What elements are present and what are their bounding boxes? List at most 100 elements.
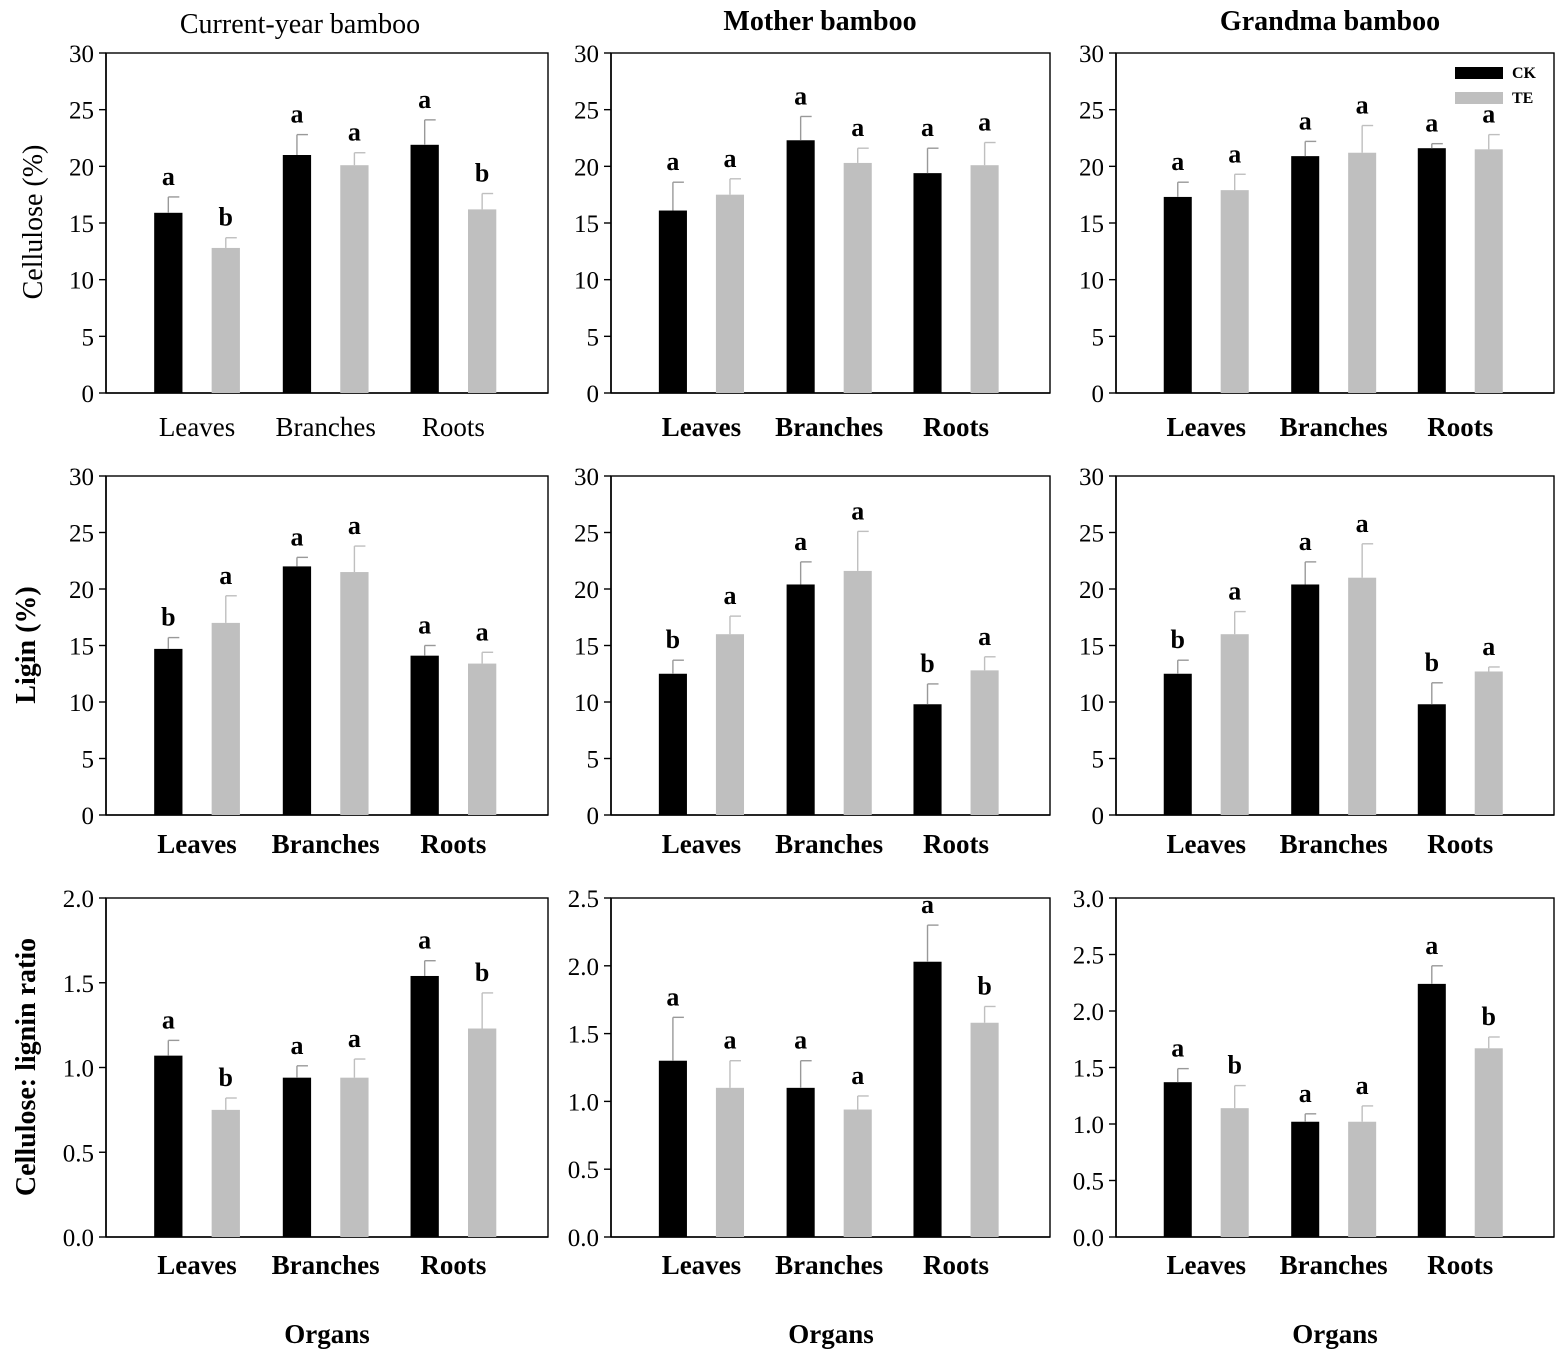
- significance-letter-ck-roots: a: [418, 85, 431, 114]
- bar-ck-branches: [282, 155, 312, 393]
- bar-te-roots: [970, 1022, 999, 1237]
- column-title-current-year: Current-year bamboo: [180, 9, 420, 40]
- significance-letter-te-leaves: a: [723, 581, 736, 610]
- panel-r2-c0: 0.0 0.5 1.0 1.5 2.0 Leaves Branches Roots a a a b a b: [63, 886, 549, 1280]
- significance-letter-te-leaves: a: [1228, 577, 1241, 606]
- y-tick-label: 5: [1092, 324, 1105, 351]
- bar-te-branches: [843, 570, 872, 815]
- y-tick-label: 0.0: [1073, 1225, 1104, 1252]
- significance-letter-ck-roots: a: [1425, 109, 1438, 138]
- significance-letter-te-roots: b: [475, 958, 489, 987]
- y-tick-label: 0: [82, 803, 95, 830]
- significance-letter-te-leaves: a: [219, 561, 232, 590]
- y-tick-label: 0: [587, 381, 600, 408]
- significance-letter-te-roots: b: [1482, 1002, 1496, 1031]
- significance-letter-ck-leaves: b: [1171, 625, 1185, 654]
- xlabel-organs-col3: Organs: [1292, 1319, 1378, 1349]
- bar-te-leaves: [211, 622, 240, 815]
- y-tick-label: 2.0: [568, 954, 599, 981]
- y-tick-label: 10: [574, 268, 599, 295]
- y-tick-label: 5: [1092, 747, 1105, 774]
- significance-letter-te-roots: a: [978, 622, 991, 651]
- significance-letter-te-leaves: a: [723, 144, 736, 173]
- y-tick-label: 15: [1079, 211, 1104, 238]
- y-tick-label: 20: [69, 577, 94, 604]
- y-tick-label: 25: [69, 521, 94, 548]
- y-tick-label: 20: [1079, 577, 1104, 604]
- significance-letter-ck-branches: a: [794, 1026, 807, 1055]
- significance-letter-ck-leaves: a: [666, 982, 679, 1011]
- category-label-leaves: Leaves: [662, 829, 741, 859]
- y-tick-label: 30: [69, 464, 94, 491]
- bar-ck-branches: [786, 1087, 815, 1237]
- category-label-leaves: Leaves: [157, 829, 236, 859]
- significance-letter-ck-branches: a: [290, 100, 303, 129]
- significance-letter-ck-roots: b: [920, 649, 934, 678]
- y-tick-label: 15: [1079, 634, 1104, 661]
- category-label-roots: Roots: [422, 412, 485, 442]
- y-tick-label: 1.0: [63, 1056, 94, 1083]
- bar-ck-roots: [1417, 148, 1446, 393]
- significance-letter-ck-leaves: a: [162, 1005, 175, 1034]
- category-label-leaves: Leaves: [1166, 1250, 1245, 1280]
- significance-letter-te-roots: a: [1482, 100, 1495, 129]
- bar-ck-branches: [786, 584, 815, 815]
- y-tick-label: 0: [82, 381, 95, 408]
- significance-letter-ck-branches: a: [794, 81, 807, 110]
- ylabel-lignin: Ligin (%): [11, 586, 42, 703]
- bar-te-leaves: [1220, 634, 1249, 815]
- significance-letter-te-leaves: b: [219, 1063, 233, 1092]
- significance-letter-te-branches: a: [348, 1024, 361, 1053]
- y-tick-label: 30: [69, 41, 94, 68]
- significance-letter-ck-branches: a: [1299, 1079, 1312, 1108]
- significance-letter-ck-roots: a: [921, 113, 934, 142]
- y-tick-label: 2.0: [63, 886, 94, 913]
- bar-ck-leaves: [154, 1055, 183, 1237]
- y-tick-label: 1.5: [1073, 1056, 1104, 1083]
- y-tick-label: 25: [574, 521, 599, 548]
- y-tick-label: 30: [574, 464, 599, 491]
- bar-ck-roots: [913, 704, 942, 815]
- category-label-roots: Roots: [420, 1250, 486, 1280]
- y-tick-label: 1.0: [568, 1089, 599, 1116]
- bar-ck-roots: [913, 173, 942, 393]
- y-tick-label: 0.5: [568, 1157, 599, 1184]
- significance-letter-te-roots: b: [475, 159, 489, 188]
- y-tick-label: 2.5: [568, 886, 599, 913]
- category-label-leaves: Leaves: [159, 412, 235, 442]
- column-title-grandma: Grandma bamboo: [1220, 6, 1440, 37]
- y-tick-label: 2.5: [1073, 943, 1104, 970]
- y-tick-label: 30: [1079, 41, 1104, 68]
- bar-ck-roots: [1417, 983, 1446, 1237]
- ylabel-cellulose: Cellulose (%): [18, 145, 49, 300]
- bar-ck-roots: [410, 975, 439, 1237]
- bar-te-branches: [340, 165, 369, 393]
- y-tick-label: 0: [1092, 381, 1105, 408]
- y-tick-label: 25: [69, 98, 94, 125]
- bar-ck-leaves: [658, 1060, 687, 1237]
- y-tick-label: 20: [574, 577, 599, 604]
- significance-letter-te-leaves: b: [1227, 1051, 1241, 1080]
- category-label-branches: Branches: [775, 1250, 883, 1280]
- xlabel-organs-col2: Organs: [788, 1319, 874, 1349]
- y-tick-label: 0.5: [1073, 1169, 1104, 1196]
- legend-label-ck: CK: [1512, 65, 1537, 82]
- panel-r1-c1: 0 5 10 15 20 25 30 Leaves Branches Roots b a b a a a: [574, 464, 1051, 859]
- y-tick-label: 5: [82, 747, 95, 774]
- category-label-roots: Roots: [923, 1250, 989, 1280]
- bar-ck-leaves: [1163, 673, 1192, 815]
- category-label-roots: Roots: [420, 829, 486, 859]
- category-label-branches: Branches: [1280, 829, 1388, 859]
- significance-letter-ck-leaves: a: [1171, 147, 1184, 176]
- y-tick-label: 10: [69, 690, 94, 717]
- category-label-branches: Branches: [775, 829, 883, 859]
- bar-ck-leaves: [658, 210, 687, 393]
- bar-ck-branches: [786, 140, 815, 393]
- bar-te-roots: [1474, 149, 1503, 393]
- y-tick-label: 3.0: [1073, 886, 1104, 913]
- significance-letter-ck-roots: a: [418, 926, 431, 955]
- bar-te-branches: [843, 162, 872, 393]
- column-title-mother: Mother bamboo: [723, 6, 916, 37]
- bar-ck-leaves: [154, 212, 183, 393]
- xlabel-organs-col1: Organs: [284, 1319, 370, 1349]
